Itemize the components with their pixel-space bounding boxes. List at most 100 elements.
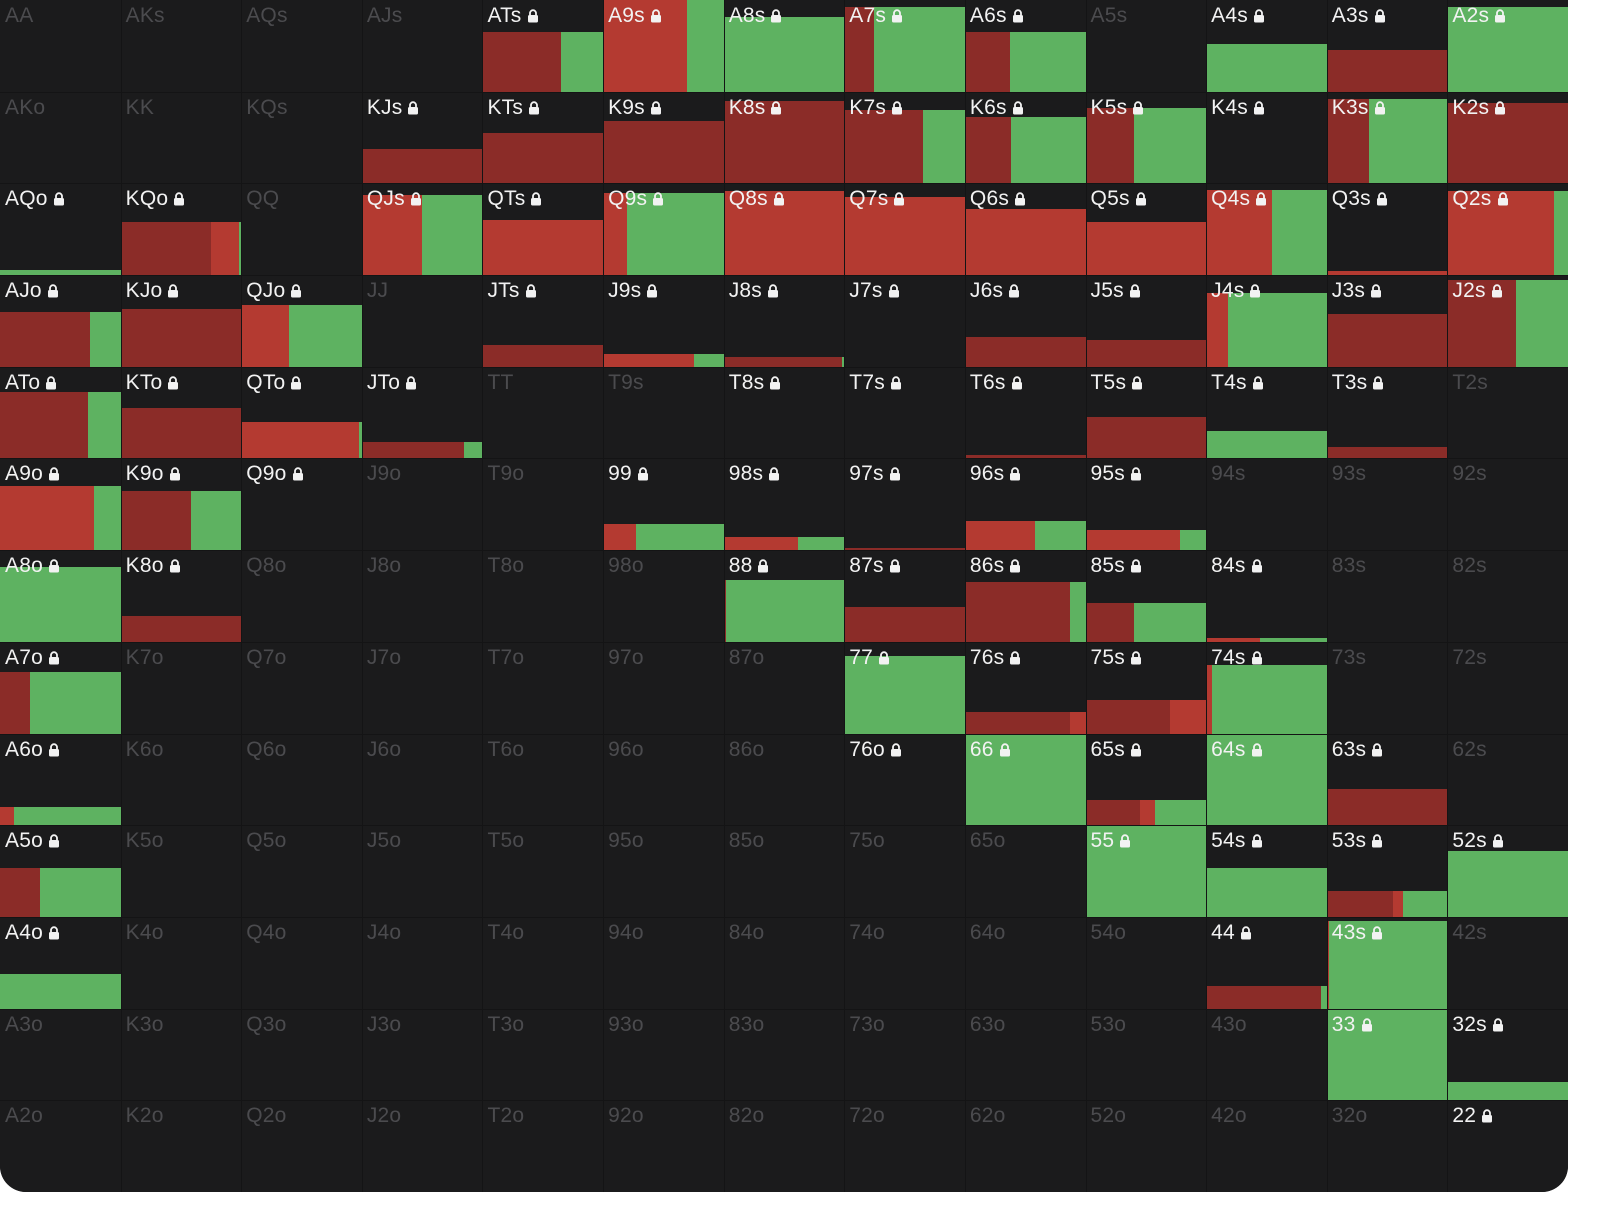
hand-cell-t4o[interactable]: T4o — [482, 916, 604, 1009]
hand-cell-72s[interactable]: 72s — [1447, 641, 1568, 734]
hand-cell-ako[interactable]: AKo — [0, 91, 121, 184]
hand-cell-a9s[interactable]: A9s — [603, 0, 724, 92]
hand-cell-62o[interactable]: 62o — [964, 1100, 1086, 1192]
hand-cell-qjo[interactable]: QJo — [241, 275, 362, 367]
hand-cell-a2s[interactable]: A2s — [1447, 0, 1568, 92]
hand-cell-kqo[interactable]: KQo — [120, 183, 242, 276]
hand-cell-q7s[interactable]: Q7s — [844, 183, 965, 276]
hand-cell-t6s[interactable]: T6s — [964, 366, 1086, 459]
hand-cell-97s[interactable]: 97s — [844, 458, 965, 551]
hand-cell-j4s[interactable]: J4s — [1206, 275, 1327, 367]
hand-cell-j6s[interactable]: J6s — [964, 275, 1086, 367]
hand-cell-97o[interactable]: 97o — [603, 641, 724, 734]
hand-cell-qjs[interactable]: QJs — [361, 183, 483, 276]
hand-cell-q2s[interactable]: Q2s — [1447, 183, 1568, 276]
hand-cell-77[interactable]: 77 — [844, 641, 965, 734]
hand-cell-ajs[interactable]: AJs — [361, 0, 483, 92]
hand-cell-75o[interactable]: 75o — [844, 825, 965, 917]
hand-cell-92o[interactable]: 92o — [603, 1100, 724, 1192]
hand-cell-95s[interactable]: 95s — [1085, 458, 1207, 551]
hand-cell-tt[interactable]: TT — [482, 366, 604, 459]
hand-cell-k8o[interactable]: K8o — [120, 550, 242, 642]
hand-cell-t3s[interactable]: T3s — [1326, 366, 1448, 459]
hand-cell-j2s[interactable]: J2s — [1447, 275, 1568, 367]
hand-cell-a5o[interactable]: A5o — [0, 825, 121, 917]
hand-cell-76s[interactable]: 76s — [964, 641, 1086, 734]
hand-cell-k8s[interactable]: K8s — [723, 91, 845, 184]
hand-cell-94o[interactable]: 94o — [603, 916, 724, 1009]
hand-cell-j7o[interactable]: J7o — [361, 641, 483, 734]
hand-cell-86o[interactable]: 86o — [723, 733, 845, 826]
hand-cell-98o[interactable]: 98o — [603, 550, 724, 642]
hand-cell-55[interactable]: 55 — [1085, 825, 1207, 917]
hand-cell-k5s[interactable]: K5s — [1085, 91, 1207, 184]
hand-cell-94s[interactable]: 94s — [1206, 458, 1327, 551]
hand-cell-ato[interactable]: ATo — [0, 366, 121, 459]
hand-cell-kk[interactable]: KK — [120, 91, 242, 184]
hand-cell-aqs[interactable]: AQs — [241, 0, 362, 92]
hand-cell-62s[interactable]: 62s — [1447, 733, 1568, 826]
hand-cell-t7s[interactable]: T7s — [844, 366, 965, 459]
hand-cell-63s[interactable]: 63s — [1326, 733, 1448, 826]
hand-cell-44[interactable]: 44 — [1206, 916, 1327, 1009]
hand-cell-a4o[interactable]: A4o — [0, 916, 121, 1009]
hand-cell-64o[interactable]: 64o — [964, 916, 1086, 1009]
hand-cell-74s[interactable]: 74s — [1206, 641, 1327, 734]
hand-cell-kjo[interactable]: KJo — [120, 275, 242, 367]
hand-cell-63o[interactable]: 63o — [964, 1008, 1086, 1101]
hand-cell-43o[interactable]: 43o — [1206, 1008, 1327, 1101]
hand-cell-96s[interactable]: 96s — [964, 458, 1086, 551]
hand-cell-k3o[interactable]: K3o — [120, 1008, 242, 1101]
hand-cell-k2o[interactable]: K2o — [120, 1100, 242, 1192]
hand-cell-t2o[interactable]: T2o — [482, 1100, 604, 1192]
hand-cell-q5s[interactable]: Q5s — [1085, 183, 1207, 276]
hand-cell-aa[interactable]: AA — [0, 0, 121, 92]
hand-cell-87o[interactable]: 87o — [723, 641, 845, 734]
hand-cell-t5o[interactable]: T5o — [482, 825, 604, 917]
hand-cell-aks[interactable]: AKs — [120, 0, 242, 92]
hand-cell-a7o[interactable]: A7o — [0, 641, 121, 734]
hand-cell-j2o[interactable]: J2o — [361, 1100, 483, 1192]
hand-cell-32o[interactable]: 32o — [1326, 1100, 1448, 1192]
hand-cell-q4s[interactable]: Q4s — [1206, 183, 1327, 276]
hand-cell-k3s[interactable]: K3s — [1326, 91, 1448, 184]
hand-cell-k5o[interactable]: K5o — [120, 825, 242, 917]
hand-cell-k9o[interactable]: K9o — [120, 458, 242, 551]
hand-cell-a5s[interactable]: A5s — [1085, 0, 1207, 92]
hand-cell-q3s[interactable]: Q3s — [1326, 183, 1448, 276]
hand-cell-96o[interactable]: 96o — [603, 733, 724, 826]
hand-cell-qts[interactable]: QTs — [482, 183, 604, 276]
hand-cell-q8s[interactable]: Q8s — [723, 183, 845, 276]
hand-cell-q6s[interactable]: Q6s — [964, 183, 1086, 276]
hand-cell-kto[interactable]: KTo — [120, 366, 242, 459]
hand-cell-52o[interactable]: 52o — [1085, 1100, 1207, 1192]
hand-cell-j3s[interactable]: J3s — [1326, 275, 1448, 367]
hand-cell-54o[interactable]: 54o — [1085, 916, 1207, 1009]
hand-cell-98s[interactable]: 98s — [723, 458, 845, 551]
hand-cell-j8o[interactable]: J8o — [361, 550, 483, 642]
hand-cell-j8s[interactable]: J8s — [723, 275, 845, 367]
hand-cell-85o[interactable]: 85o — [723, 825, 845, 917]
hand-cell-73o[interactable]: 73o — [844, 1008, 965, 1101]
hand-cell-t5s[interactable]: T5s — [1085, 366, 1207, 459]
hand-cell-k9s[interactable]: K9s — [603, 91, 724, 184]
hand-cell-qto[interactable]: QTo — [241, 366, 362, 459]
hand-cell-q9s[interactable]: Q9s — [603, 183, 724, 276]
hand-cell-k7s[interactable]: K7s — [844, 91, 965, 184]
hand-cell-t4s[interactable]: T4s — [1206, 366, 1327, 459]
hand-cell-t8s[interactable]: T8s — [723, 366, 845, 459]
hand-cell-j5s[interactable]: J5s — [1085, 275, 1207, 367]
hand-cell-73s[interactable]: 73s — [1326, 641, 1448, 734]
hand-cell-75s[interactable]: 75s — [1085, 641, 1207, 734]
hand-cell-j9s[interactable]: J9s — [603, 275, 724, 367]
hand-cell-t3o[interactable]: T3o — [482, 1008, 604, 1101]
hand-cell-q2o[interactable]: Q2o — [241, 1100, 362, 1192]
hand-cell-kts[interactable]: KTs — [482, 91, 604, 184]
hand-cell-q5o[interactable]: Q5o — [241, 825, 362, 917]
hand-cell-52s[interactable]: 52s — [1447, 825, 1568, 917]
hand-cell-87s[interactable]: 87s — [844, 550, 965, 642]
hand-cell-86s[interactable]: 86s — [964, 550, 1086, 642]
hand-cell-t6o[interactable]: T6o — [482, 733, 604, 826]
hand-cell-ajo[interactable]: AJo — [0, 275, 121, 367]
hand-cell-42s[interactable]: 42s — [1447, 916, 1568, 1009]
